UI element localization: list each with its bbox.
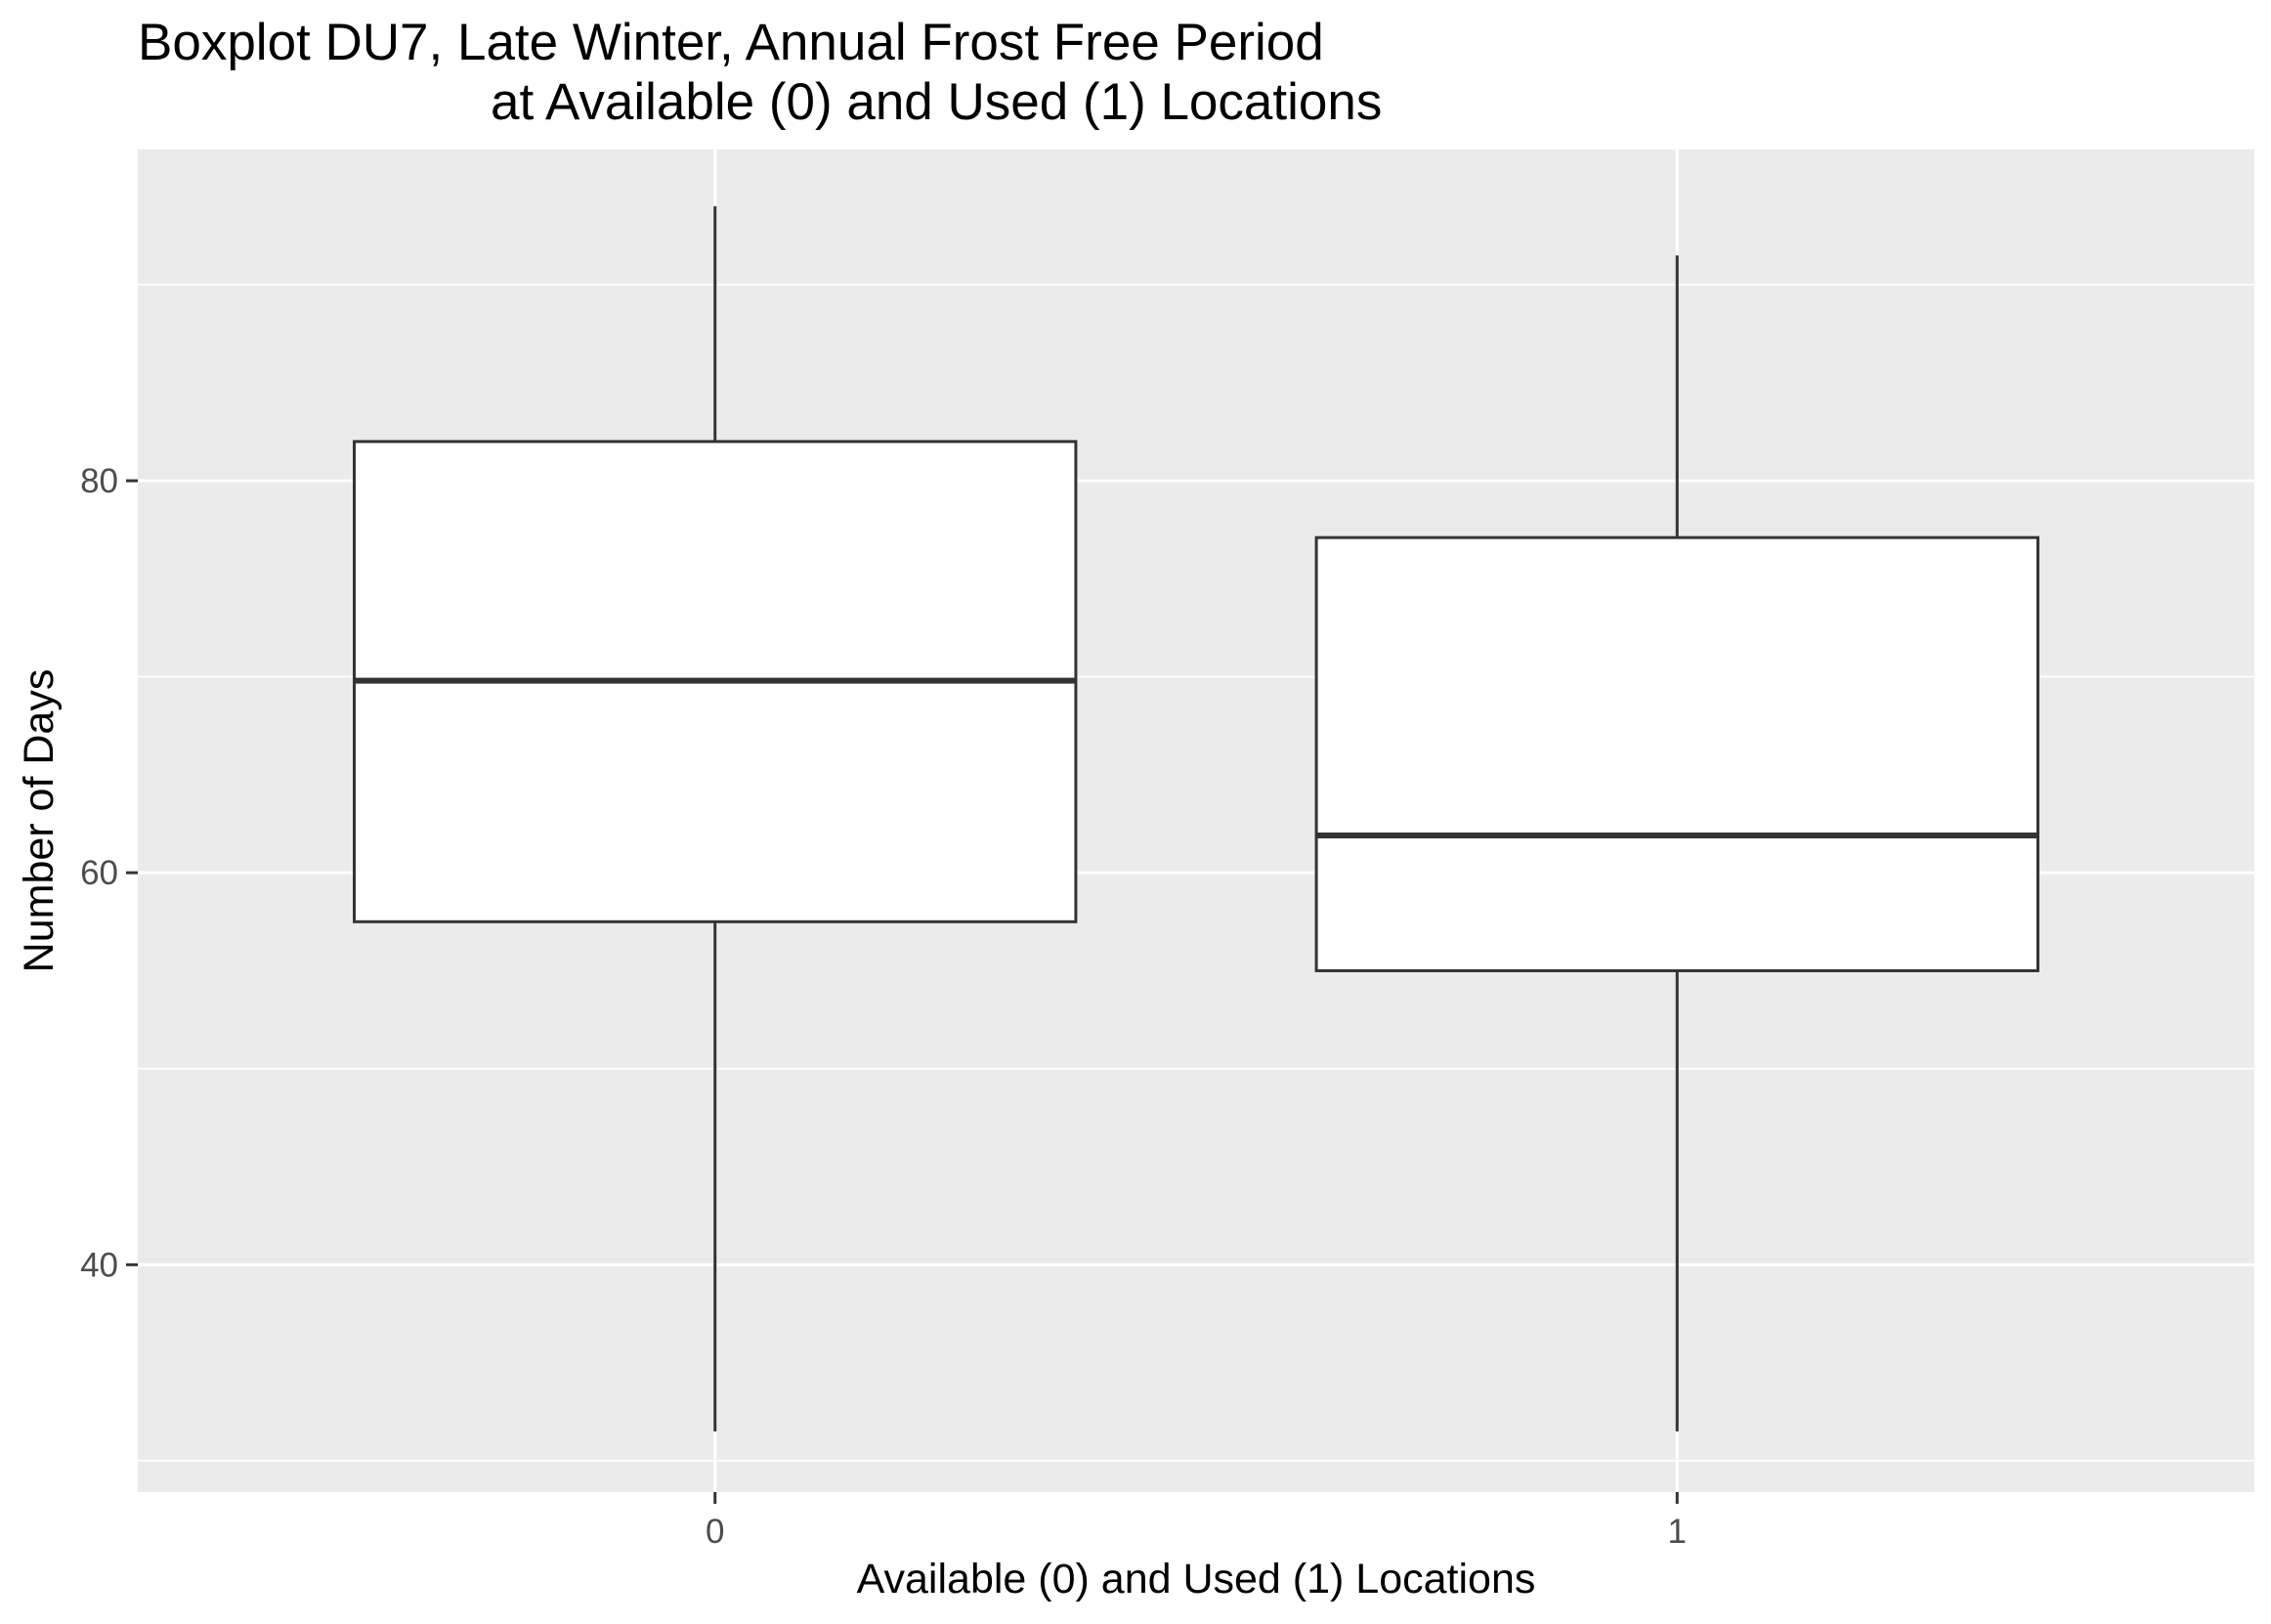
y-axis-title: Number of Days xyxy=(16,669,63,973)
x-tick-label: 0 xyxy=(706,1513,724,1551)
box-1 xyxy=(1314,255,2039,1432)
x-axis-title: Available (0) and Used (1) Locations xyxy=(857,1556,1536,1603)
y-tick-label: 80 xyxy=(80,462,118,500)
x-tick-label: 1 xyxy=(1668,1513,1687,1551)
box-0 xyxy=(353,206,1078,1432)
chart-subtitle: at Available (0) and Used (1) Locations xyxy=(491,73,1382,131)
chart-title: Boxplot DU7, Late Winter, Annual Frost F… xyxy=(138,14,1324,71)
y-tick-label: 60 xyxy=(80,854,118,892)
y-tick-label: 40 xyxy=(80,1246,118,1284)
box-series xyxy=(353,206,2039,1432)
box-iqr xyxy=(1314,535,2039,972)
y-axis: 40 60 80 xyxy=(80,462,138,1284)
